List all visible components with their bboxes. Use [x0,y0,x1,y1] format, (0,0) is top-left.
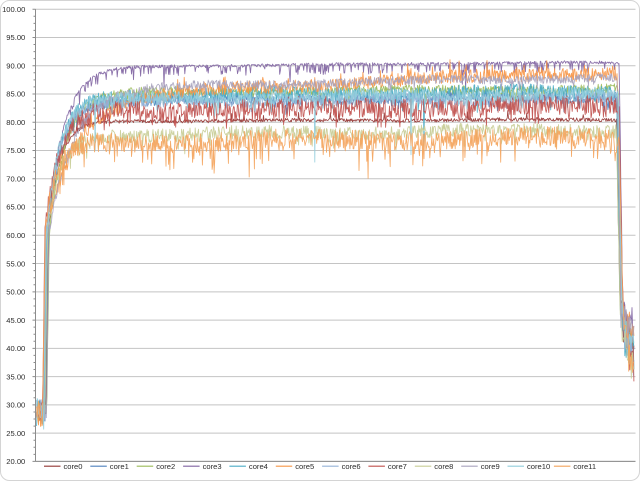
svg-text:35.00: 35.00 [6,372,25,381]
svg-text:30.00: 30.00 [6,401,25,410]
svg-text:65.00: 65.00 [6,203,25,212]
svg-text:core10: core10 [527,462,550,471]
svg-text:core2: core2 [156,462,175,471]
svg-text:70.00: 70.00 [6,174,25,183]
svg-text:55.00: 55.00 [6,259,25,268]
svg-text:core8: core8 [434,462,453,471]
svg-text:core3: core3 [203,462,222,471]
svg-text:75.00: 75.00 [6,146,25,155]
svg-text:core6: core6 [342,462,361,471]
svg-text:core5: core5 [295,462,314,471]
svg-text:40.00: 40.00 [6,344,25,353]
svg-text:core11: core11 [573,462,596,471]
svg-text:core1: core1 [110,462,129,471]
svg-text:90.00: 90.00 [6,61,25,70]
svg-text:50.00: 50.00 [6,288,25,297]
svg-text:45.00: 45.00 [6,316,25,325]
svg-text:core0: core0 [64,462,83,471]
svg-text:60.00: 60.00 [6,231,25,240]
svg-text:100.00: 100.00 [2,5,25,14]
svg-text:85.00: 85.00 [6,90,25,99]
svg-text:95.00: 95.00 [6,33,25,42]
svg-text:core9: core9 [481,462,500,471]
svg-text:core4: core4 [249,462,268,471]
svg-text:25.00: 25.00 [6,429,25,438]
svg-text:core7: core7 [388,462,407,471]
svg-text:80.00: 80.00 [6,118,25,127]
svg-text:20.00: 20.00 [6,457,25,466]
